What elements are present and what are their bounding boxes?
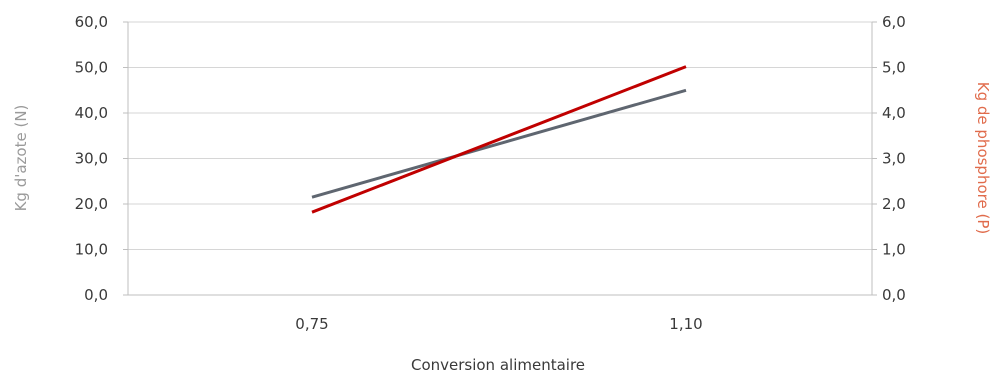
x-axis-label: Conversion alimentaire (411, 356, 585, 374)
left-tick-label: 0,0 (84, 286, 108, 304)
left-tick-label: 50,0 (75, 59, 108, 77)
x-tick-label: 0,75 (295, 315, 328, 333)
gridlines (128, 21, 872, 250)
series-line-phosphore (311, 65, 687, 214)
right-tick-label: 4,0 (882, 104, 906, 122)
left-tick-label: 60,0 (75, 13, 108, 31)
right-tick-label: 3,0 (882, 150, 906, 168)
left-tick-label: 40,0 (75, 104, 108, 122)
left-tick-label: 20,0 (75, 195, 108, 213)
right-y-axis-label: Kg de phosphore (P) (974, 82, 992, 234)
right-tick-label: 0,0 (882, 286, 906, 304)
right-tick-label: 1,0 (882, 241, 906, 259)
series-line-azote (311, 88, 687, 199)
right-tick-label: 6,0 (882, 13, 906, 31)
series-lines (311, 65, 687, 214)
left-tick-label: 30,0 (75, 150, 108, 168)
right-tick-label: 5,0 (882, 59, 906, 77)
left-tick-label: 10,0 (75, 241, 108, 259)
axes (123, 21, 877, 296)
x-tick-label: 1,10 (669, 315, 702, 333)
right-y-axis-ticks: 0,0 1,0 2,0 3,0 4,0 5,0 6,0 (882, 13, 906, 304)
left-y-axis-label: Kg d'azote (N) (12, 105, 30, 212)
x-axis-ticks: 0,75 1,10 (295, 315, 702, 333)
right-tick-label: 2,0 (882, 195, 906, 213)
left-y-axis-ticks: 0,0 10,0 20,0 30,0 40,0 50,0 60,0 (75, 13, 108, 304)
